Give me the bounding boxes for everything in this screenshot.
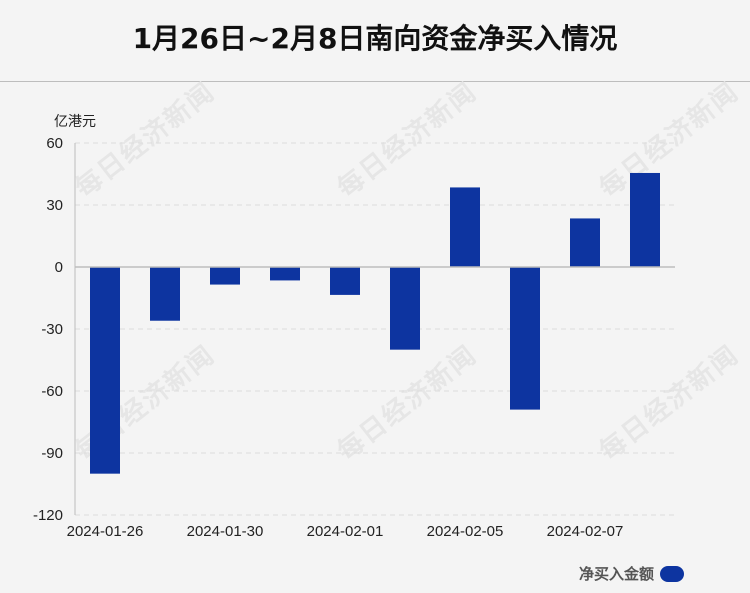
chart-title: 1月26日~2月8日南向资金净买入情况 [132, 22, 618, 55]
legend: 净买入金额 [579, 563, 684, 584]
title-divider [0, 81, 750, 82]
bar [510, 267, 540, 410]
x-tick-label: 2024-02-05 [427, 523, 504, 540]
bar [270, 267, 300, 281]
bar [630, 172, 660, 267]
x-tick-label: 2024-02-07 [547, 523, 624, 540]
x-tick-label: 2024-01-30 [187, 523, 264, 540]
bar [210, 267, 240, 285]
x-tick-label: 2024-01-26 [67, 523, 144, 540]
y-tick-label: -120 [33, 507, 63, 524]
bar [90, 267, 120, 474]
y-tick-label: 0 [55, 259, 63, 276]
y-axis-unit: 亿港元 [54, 114, 96, 130]
y-tick-label: -90 [41, 445, 63, 462]
bar [390, 267, 420, 350]
bar [450, 187, 480, 267]
x-tick-label: 2024-02-01 [307, 523, 384, 540]
y-tick-label: 60 [46, 135, 63, 152]
y-tick-label: -30 [41, 321, 63, 338]
bar [330, 267, 360, 295]
y-tick-label: -60 [41, 383, 63, 400]
y-tick-label: 30 [46, 197, 63, 214]
legend-label: 净买入金额 [578, 565, 654, 583]
legend-swatch [660, 565, 684, 582]
bar [570, 218, 600, 267]
bar [150, 267, 180, 321]
